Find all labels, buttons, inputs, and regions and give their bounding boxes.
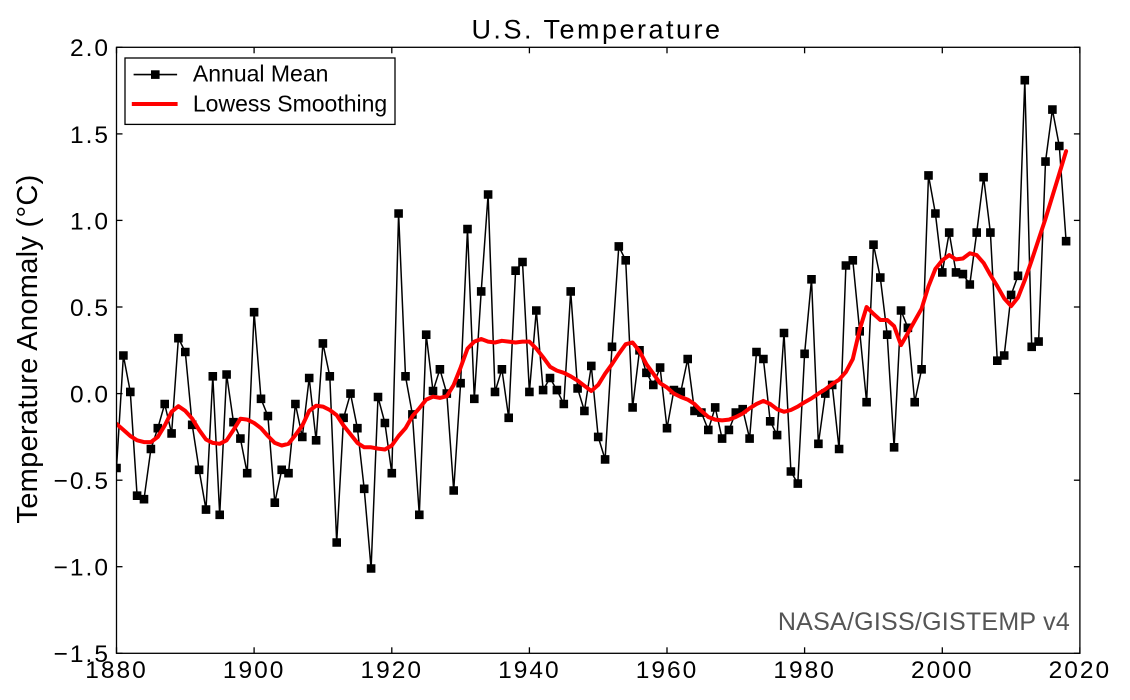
- svg-text:1880: 1880: [85, 657, 148, 684]
- svg-text:−1.5: −1.5: [54, 641, 110, 668]
- svg-text:0.5: 0.5: [70, 295, 110, 322]
- svg-text:1.5: 1.5: [70, 122, 110, 149]
- svg-text:NASA/GISS/GISTEMP v4: NASA/GISS/GISTEMP v4: [778, 608, 1070, 636]
- svg-text:1980: 1980: [773, 657, 836, 684]
- svg-text:1940: 1940: [498, 657, 561, 684]
- svg-text:1920: 1920: [361, 657, 424, 684]
- svg-text:1900: 1900: [223, 657, 286, 684]
- svg-text:1.0: 1.0: [70, 208, 110, 235]
- svg-text:2000: 2000: [911, 657, 974, 684]
- svg-text:0.0: 0.0: [70, 382, 110, 409]
- svg-text:U.S. Temperature: U.S. Temperature: [471, 15, 722, 45]
- svg-text:Lowess Smoothing: Lowess Smoothing: [193, 91, 387, 117]
- svg-text:Annual Mean: Annual Mean: [193, 60, 329, 86]
- svg-text:2.0: 2.0: [70, 35, 110, 62]
- svg-text:2020: 2020: [1049, 657, 1112, 684]
- svg-text:Temperature Anomaly (°C): Temperature Anomaly (°C): [12, 174, 44, 523]
- svg-text:−0.5: −0.5: [54, 468, 110, 495]
- svg-text:−1.0: −1.0: [54, 555, 110, 582]
- svg-text:1960: 1960: [636, 657, 699, 684]
